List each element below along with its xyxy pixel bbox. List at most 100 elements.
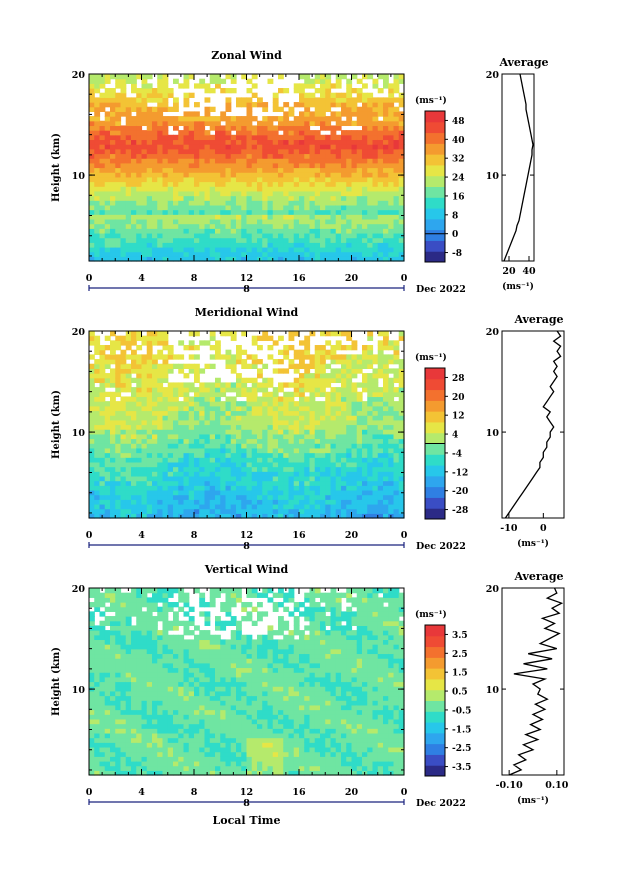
heatmap-cell <box>325 340 332 346</box>
heatmap-cell <box>320 251 326 257</box>
heatmap-cell <box>115 335 122 341</box>
heatmap-cell <box>183 466 190 472</box>
heatmap-cell <box>288 405 295 412</box>
heatmap-cell <box>99 354 106 360</box>
heatmap-cell <box>346 195 353 201</box>
heatmap-cell <box>152 130 158 136</box>
heatmap-cell <box>146 172 153 178</box>
heatmap-cell <box>278 167 284 173</box>
heatmap-cell <box>99 106 106 112</box>
heatmap-cell <box>173 401 179 407</box>
heatmap-cell <box>99 246 106 253</box>
heatmap-cell <box>230 354 237 360</box>
heatmap-cell <box>225 415 232 421</box>
heatmap-cell <box>115 433 122 440</box>
heatmap-cell <box>393 232 400 239</box>
heatmap-cell <box>393 447 400 454</box>
heatmap-cell <box>398 176 405 183</box>
heatmap-cell <box>131 405 137 412</box>
heatmap-cell <box>120 433 127 440</box>
heatmap-cell <box>131 396 137 402</box>
heatmap-cell <box>299 363 305 369</box>
heatmap-cell <box>372 499 379 505</box>
heatmap-cell <box>341 419 347 426</box>
heatmap-cell <box>110 200 116 206</box>
heatmap-cell <box>136 770 143 776</box>
heatmap-cell <box>262 116 269 122</box>
heatmap-cell <box>351 354 358 360</box>
heatmap-cell <box>309 181 316 187</box>
heatmap-cell <box>304 204 311 211</box>
heatmap-cell <box>320 475 326 482</box>
heatmap-cell <box>204 190 211 197</box>
heatmap-cell <box>225 485 232 491</box>
heatmap-cell <box>341 251 347 257</box>
heatmap-cell <box>288 186 295 192</box>
heatmap-cell <box>330 246 337 253</box>
heatmap-cell <box>356 228 363 234</box>
heatmap-cell <box>167 232 174 239</box>
heatmap-cell <box>188 410 195 416</box>
heatmap-cell <box>120 508 127 514</box>
heatmap-cell <box>278 447 284 454</box>
heatmap-cell <box>398 387 405 393</box>
heatmap-cell <box>136 116 143 122</box>
heatmap-cell <box>299 139 305 145</box>
heatmap-cell <box>341 447 347 454</box>
heatmap-cell <box>157 354 164 360</box>
heatmap-cell <box>314 457 321 463</box>
heatmap-cell <box>362 148 368 155</box>
heatmap-cell <box>236 195 242 201</box>
heatmap-cell <box>220 471 227 477</box>
heatmap-cell <box>167 139 174 145</box>
heatmap-cell <box>346 102 353 108</box>
heatmap-cell <box>152 246 158 253</box>
heatmap-cell <box>146 401 153 407</box>
heatmap-cell <box>173 148 179 155</box>
heatmap-cell <box>183 475 190 482</box>
heatmap-cell <box>335 195 342 201</box>
heatmap-cell <box>304 433 311 440</box>
heatmap-cell <box>236 120 242 127</box>
heatmap-cell <box>377 232 384 239</box>
heatmap-cell <box>94 167 101 173</box>
heatmap-cell <box>278 223 284 229</box>
heatmap-cell <box>283 181 290 187</box>
heatmap-cell <box>293 232 300 239</box>
heatmap-cell <box>325 158 332 164</box>
heatmap-cell <box>272 167 279 173</box>
heatmap-cell <box>120 452 127 458</box>
heatmap-cell <box>398 419 405 426</box>
heatmap-cell <box>136 433 143 440</box>
heatmap-cell <box>178 368 185 374</box>
heatmap-cell <box>262 195 269 201</box>
heatmap-cell <box>335 186 342 192</box>
heatmap-cell <box>351 200 358 206</box>
heatmap-cell <box>325 102 332 108</box>
heatmap-cell <box>104 218 111 225</box>
heatmap-cell <box>230 153 237 159</box>
heatmap-cell <box>183 429 190 435</box>
heatmap-cell <box>299 471 305 477</box>
heatmap-cell <box>362 429 368 435</box>
heatmap-cell <box>125 485 132 491</box>
heatmap-cell <box>120 471 127 477</box>
heatmap-cell <box>204 158 211 164</box>
heatmap-cell <box>157 88 164 94</box>
heatmap-cell <box>393 494 400 500</box>
heatmap-cell <box>104 704 111 711</box>
heatmap-cell <box>236 200 242 206</box>
average-y-tick-label: 20 <box>486 327 500 338</box>
heatmap-cell <box>94 363 101 369</box>
heatmap-cell <box>110 368 116 374</box>
heatmap-cell <box>346 237 353 243</box>
heatmap-cell <box>241 382 248 388</box>
heatmap-cell <box>146 223 153 229</box>
heatmap-cell <box>178 475 185 482</box>
heatmap-cell <box>141 625 148 631</box>
heatmap-cell <box>120 723 127 729</box>
heatmap-cell <box>314 116 321 122</box>
heatmap-cell <box>89 88 95 94</box>
heatmap-cell <box>393 106 400 112</box>
heatmap-cell <box>314 176 321 183</box>
